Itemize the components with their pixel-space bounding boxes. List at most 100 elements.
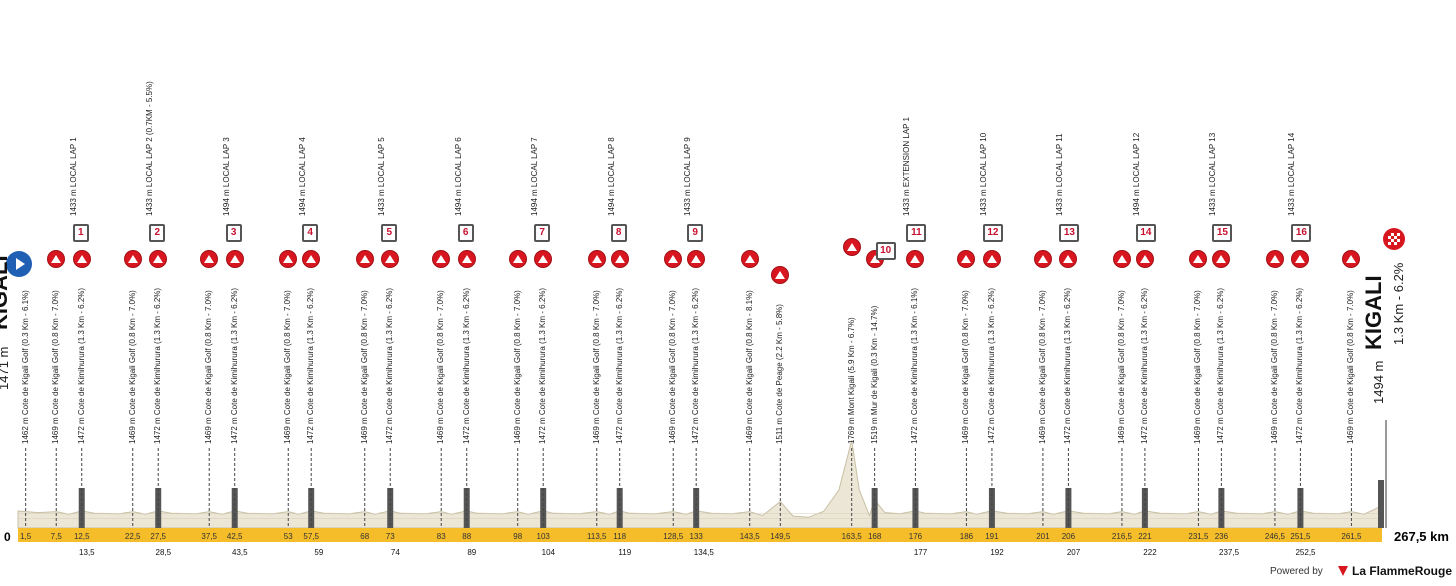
km-tick-label: 98: [513, 532, 523, 541]
climb-label-text: 1469 m Cote de Kigali Golf (0.8 Km - 7.0…: [668, 290, 678, 444]
km-band: [18, 528, 1382, 542]
km-tick-label: 12,5: [73, 532, 90, 541]
climb-icon: [534, 250, 553, 268]
total-distance-label: 267,5 km: [1394, 529, 1449, 544]
km-tick-label-lower: 222: [1143, 548, 1157, 557]
km-tick-label-lower: 252,5: [1295, 548, 1316, 557]
lap-label-text: 1433 m LOCAL LAP 14: [1287, 132, 1297, 216]
climb-icon: [1265, 250, 1284, 268]
lap-number-badge: 1: [72, 224, 89, 242]
lap-label-text: 1433 m LOCAL LAP 10: [978, 132, 988, 216]
climb-label-text: 1469 m Cote de Kigali Golf (0.8 Km - 7.0…: [1346, 290, 1356, 444]
lap-label-text: 1494 m LOCAL LAP 7: [530, 137, 540, 216]
km-tick-label: 37,5: [201, 532, 217, 541]
climb-icon: [610, 250, 629, 268]
climb-label-text: 1469 m Cote de Kigali Golf (0.8 Km - 7.0…: [204, 290, 214, 444]
km-zero-label: 0: [4, 530, 11, 544]
km-tick-label: 133: [689, 532, 703, 541]
km-tick-label-lower: 207: [1066, 548, 1081, 557]
climb-icon: [687, 250, 706, 268]
lap-number-badge: 12: [982, 224, 1003, 242]
km-tick-label: 221: [1138, 532, 1152, 541]
km-tick-label: 251,5: [1290, 532, 1311, 541]
climb-icon: [1342, 250, 1361, 268]
climb-icon: [1135, 250, 1154, 268]
climb-icon: [842, 238, 861, 256]
climb-icon: [982, 250, 1001, 268]
climb-icon: [200, 250, 219, 268]
lap-label-text: 1494 m LOCAL LAP 12: [1131, 132, 1141, 216]
lap-label-text: 1433 m LOCAL LAP 9: [683, 137, 693, 216]
climb-icon: [457, 250, 476, 268]
climb-label-text: 1469 m Cote de Kigali Golf (0.8 Km - 7.0…: [283, 290, 293, 444]
climb-icon: [508, 250, 527, 268]
flame-rouge-icon: [1338, 566, 1348, 576]
km-tick-label-lower: 177: [913, 548, 928, 557]
climb-icon: [355, 250, 374, 268]
lap-label-text: 1433 m LOCAL LAP 1: [68, 137, 78, 216]
climb-icon: [771, 266, 790, 284]
km-tick-label-lower: 74: [390, 548, 400, 557]
climb-icon: [1059, 250, 1078, 268]
lap-number-badge: 10: [875, 242, 896, 260]
km-tick-label: 118: [613, 532, 627, 541]
km-tick-label-lower: 134,5: [693, 548, 714, 557]
climb-icon: [1033, 250, 1052, 268]
km-tick-label: 163,5: [841, 532, 862, 541]
climb-icon: [1189, 250, 1208, 268]
climb-label-text: 1472 m Cote de Kimihurura (1.3 Km - 6.2%…: [986, 287, 996, 444]
climb-label-text: 1469 m Cote de Kigali Golf (0.8 Km - 7.0…: [51, 290, 61, 444]
brand-label: La FlammeRouge: [1352, 564, 1453, 578]
km-tick-label: 231,5: [1188, 532, 1209, 541]
climb-label-text: 1469 m Cote de Kigali Golf (0.8 Km - 8.1…: [744, 290, 754, 444]
climb-icon: [906, 250, 925, 268]
km-tick-label-lower: 43,5: [232, 548, 248, 557]
climb-label-text: 1472 m Cote de Kimihurura (1.3 Km - 6.2%…: [76, 287, 86, 444]
lap-number-badge: 11: [906, 224, 927, 242]
lap-number-badge: 9: [687, 224, 704, 242]
km-tick-label: 113,5: [587, 532, 607, 541]
km-tick-label: 57,5: [303, 532, 319, 541]
km-tick-label: 143,5: [739, 532, 760, 541]
climb-label-text: 1472 m Cote de Kimihurura (1.3 Km - 6.2%…: [153, 287, 163, 444]
lap-label-text: 1494 m LOCAL LAP 3: [221, 137, 231, 216]
climb-icon: [279, 250, 298, 268]
lap-label-text: 1433 m LOCAL LAP 5: [377, 137, 387, 216]
lap-label-text: 1433 m EXTENSION LAP 1: [902, 116, 912, 216]
climb-label-text: 1469 m Cote de Kigali Golf (0.8 Km - 7.0…: [1116, 290, 1126, 444]
km-tick-label: 73: [385, 532, 395, 541]
km-tick-label: 216,5: [1111, 532, 1132, 541]
km-tick-label: 68: [360, 532, 370, 541]
climb-label-text: 1469 m Cote de Kigali Golf (0.8 Km - 7.0…: [1193, 290, 1203, 444]
climb-icon: [1291, 250, 1310, 268]
lap-number-badge: 3: [225, 224, 242, 242]
km-tick-label: 176: [908, 532, 923, 541]
climb-label-text: 1472 m Cote de Kimihurura (1.3 Km - 6.2%…: [538, 287, 548, 444]
climb-label-text: 1469 m Cote de Kigali Golf (0.8 Km - 7.0…: [1037, 290, 1047, 444]
km-tick-label-lower: 104: [541, 548, 555, 557]
finish-bar: [1378, 480, 1384, 528]
climb-icon: [47, 250, 66, 268]
climb-label-text: 1469 m Cote de Kigali Golf (0.8 Km - 7.0…: [127, 290, 137, 444]
km-tick-label: 42,5: [226, 532, 243, 541]
climb-label-text: 1472 m Cote de Kimihurura (1.3 Km - 6.2%…: [1139, 287, 1149, 444]
climb-label-text: 1511 m Cote de Peage (2.2 Km - 5.8%): [775, 304, 785, 444]
km-tick-label: 1,5: [20, 532, 32, 541]
km-tick-label-lower: 119: [618, 548, 632, 557]
elevation-profile-area: [17, 440, 1383, 529]
powered-by-label: Powered by: [1270, 566, 1323, 577]
lap-number-badge: 14: [1135, 224, 1156, 242]
climb-label-text: 1469 m Cote de Kigali Golf (0.8 Km - 7.0…: [591, 290, 601, 444]
climb-label-text: 1472 m Cote de Kimihurura (1.3 Km - 6.2%…: [1216, 287, 1226, 444]
km-tick-label: 201: [1036, 532, 1050, 541]
climb-icon: [740, 250, 759, 268]
lap-number-badge: 4: [302, 224, 319, 242]
climb-label-text: 1469 m Cote de Kigali Golf (0.8 Km - 7.0…: [1269, 290, 1279, 444]
km-tick-label-lower: 59: [314, 548, 324, 557]
climb-icon: [225, 250, 244, 268]
km-tick-label: 206: [1061, 532, 1076, 541]
km-tick-label-lower: 237,5: [1219, 548, 1240, 557]
km-tick-label: 22,5: [124, 532, 141, 541]
